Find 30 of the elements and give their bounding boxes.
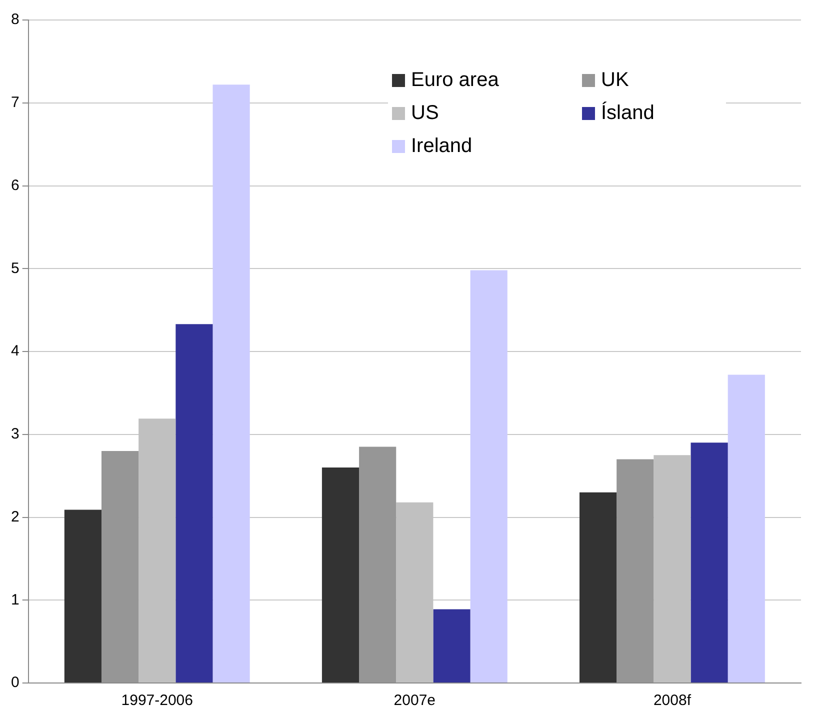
bar — [728, 374, 765, 682]
y-tick-label: 6 — [11, 176, 20, 194]
bar — [580, 492, 617, 682]
bar — [654, 455, 691, 682]
bar — [64, 510, 102, 682]
legend-label: US — [411, 102, 439, 125]
y-tick-label: 4 — [11, 342, 20, 360]
legend-label: Ireland — [411, 135, 472, 158]
x-tick-label: 2007e — [394, 692, 436, 710]
bar — [690, 442, 728, 682]
bar — [359, 446, 396, 682]
y-tick-label: 2 — [11, 508, 20, 526]
bar — [176, 324, 213, 682]
y-tick-label: 0 — [11, 674, 20, 692]
y-tick-label: 1 — [11, 591, 20, 608]
bar — [433, 609, 470, 682]
bar — [616, 459, 654, 682]
legend-label: UK — [601, 69, 629, 92]
x-tick-label: 2008f — [653, 692, 692, 710]
y-tick-label: 8 — [11, 11, 20, 28]
legend-label: Euro area — [411, 69, 499, 92]
bar — [212, 84, 250, 682]
legend-label: Ísland — [601, 102, 654, 125]
bar — [101, 450, 139, 682]
bar — [470, 270, 508, 682]
bar — [322, 468, 360, 682]
y-tick-label: 5 — [11, 260, 20, 277]
x-tick-label: 1997-2006 — [121, 692, 193, 710]
y-tick-label: 3 — [11, 426, 20, 443]
y-tick-label: 7 — [11, 94, 20, 112]
